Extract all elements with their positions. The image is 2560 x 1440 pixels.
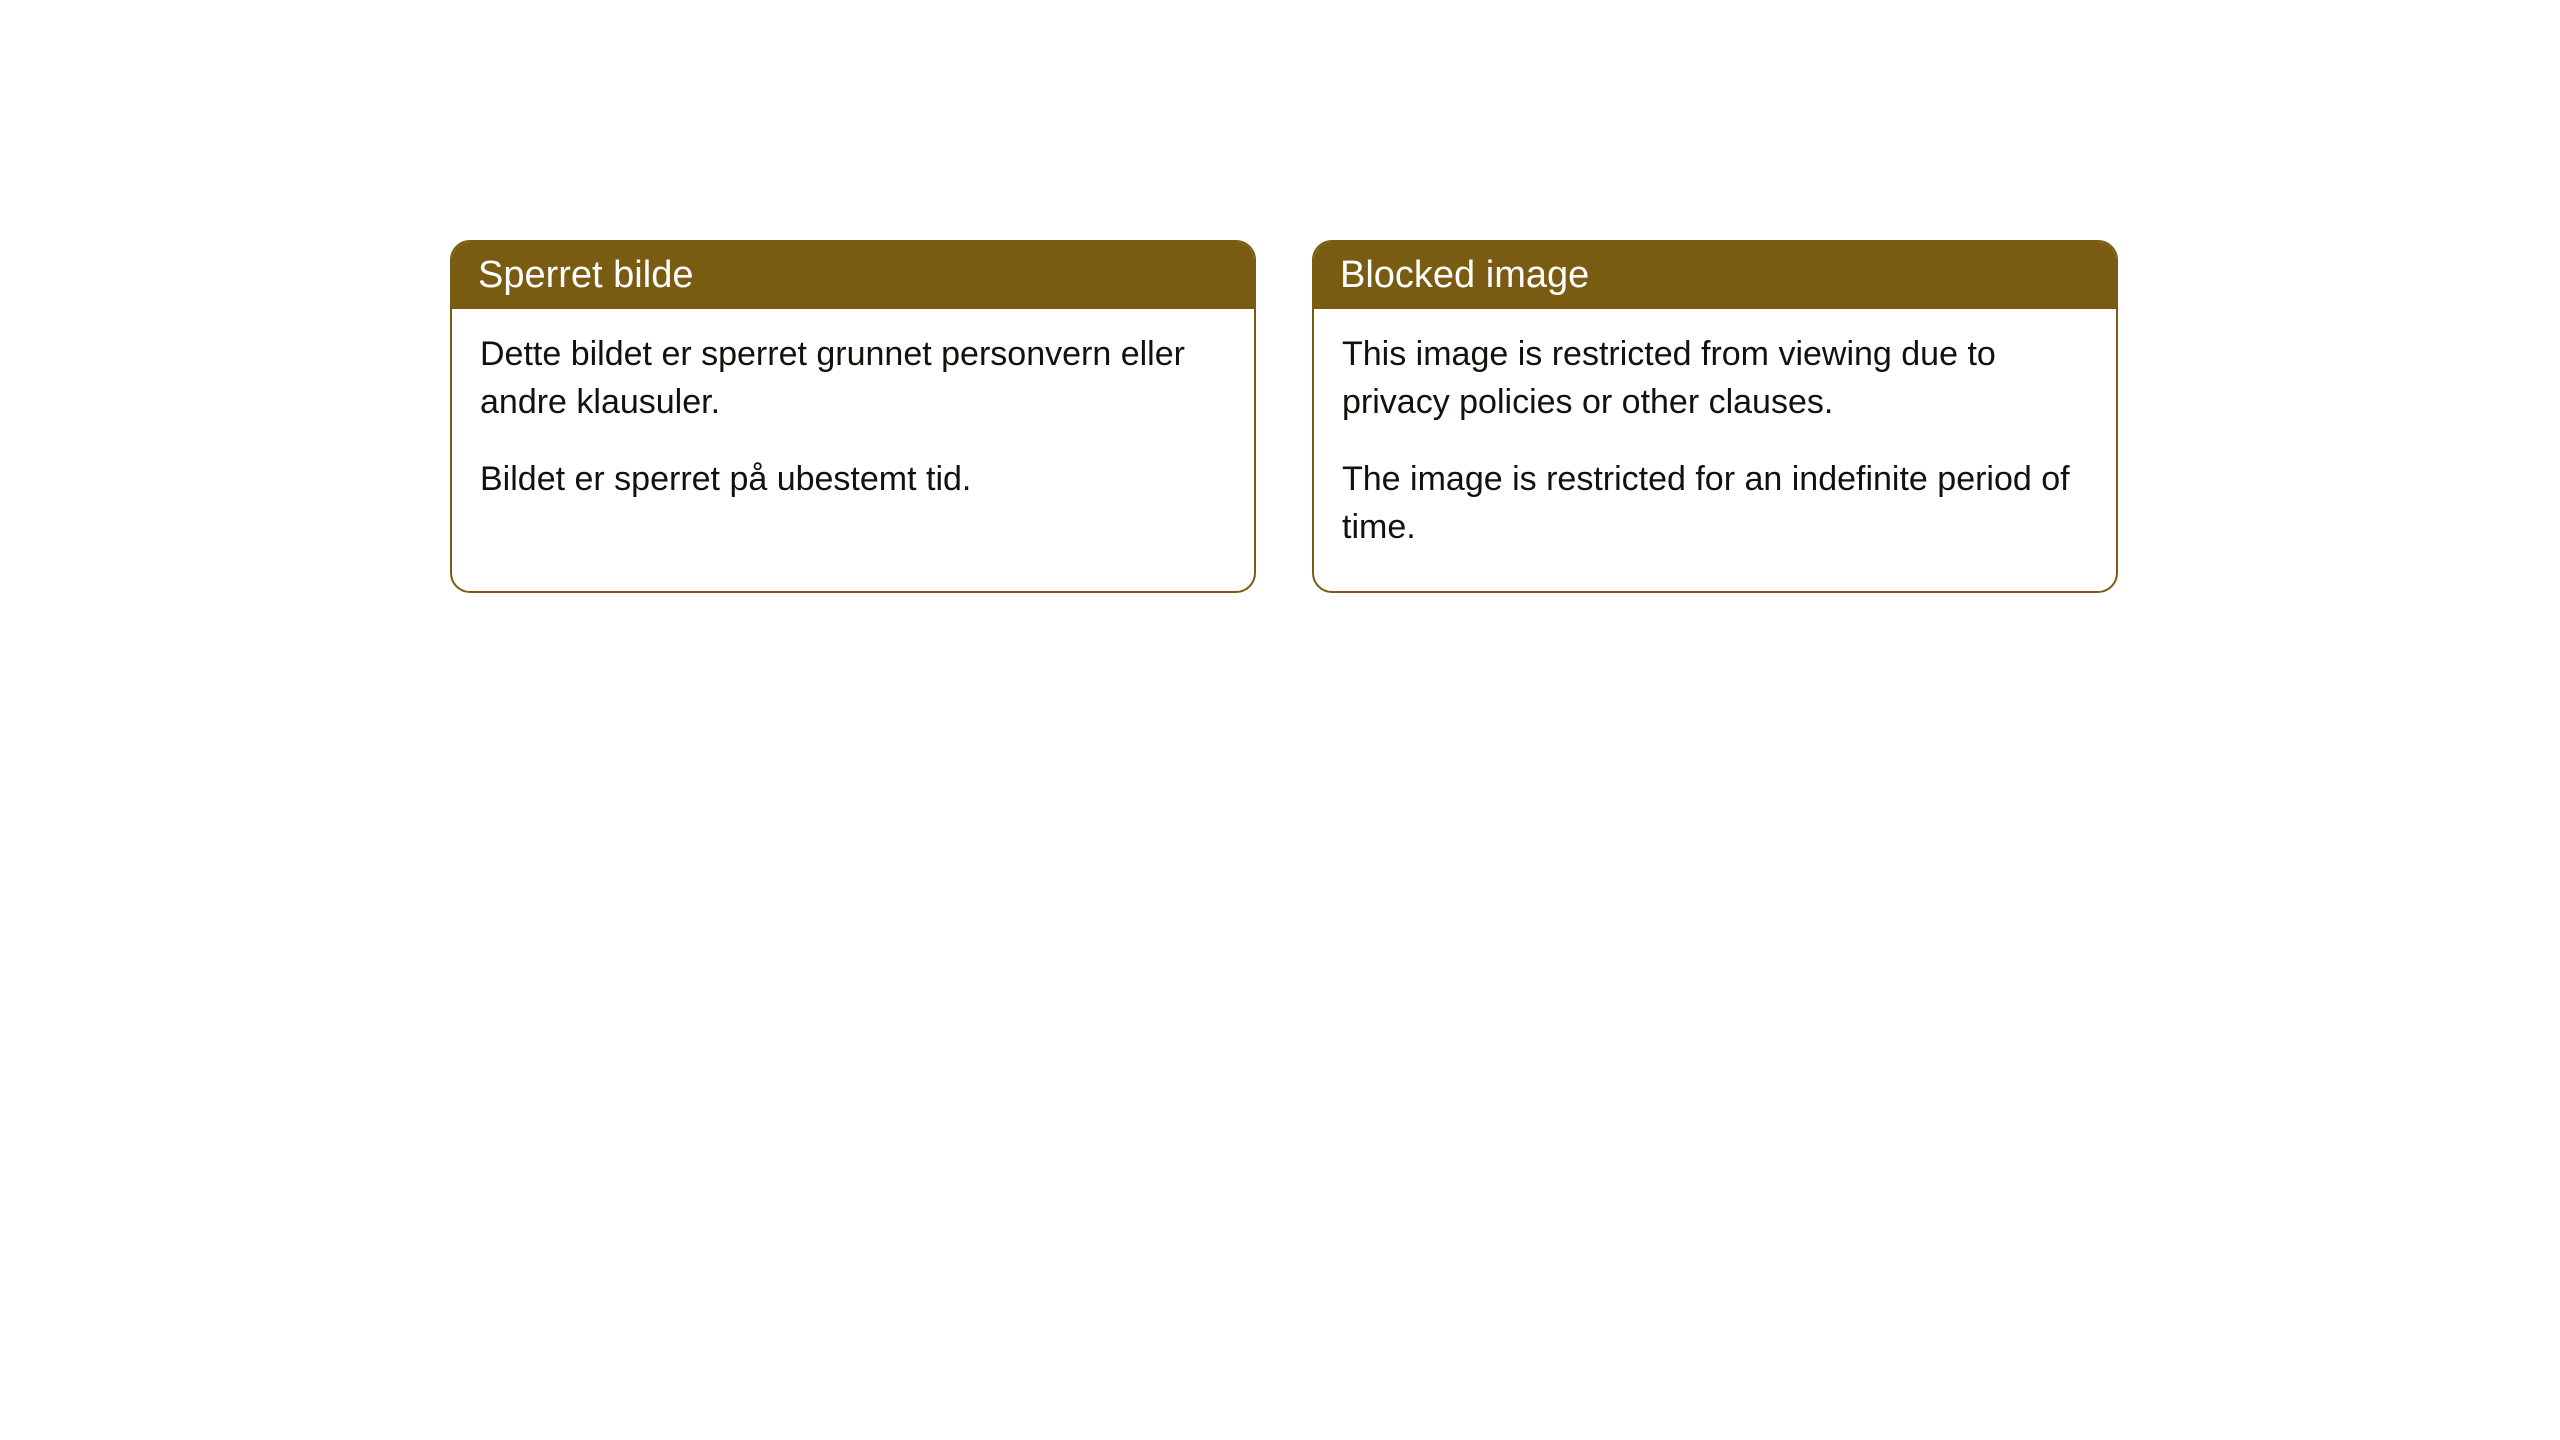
card-paragraph: The image is restricted for an indefinit… (1342, 456, 2088, 551)
card-title: Sperret bilde (478, 254, 693, 296)
card-paragraph: This image is restricted from viewing du… (1342, 331, 2088, 426)
card-header: Sperret bilde (452, 242, 1254, 309)
card-body: Dette bildet er sperret grunnet personve… (452, 309, 1254, 544)
card-header: Blocked image (1314, 242, 2116, 309)
card-paragraph: Bildet er sperret på ubestemt tid. (480, 456, 1226, 504)
notice-card-norwegian: Sperret bilde Dette bildet er sperret gr… (450, 240, 1256, 593)
card-title: Blocked image (1340, 254, 1589, 296)
card-paragraph: Dette bildet er sperret grunnet personve… (480, 331, 1226, 426)
notice-card-english: Blocked image This image is restricted f… (1312, 240, 2118, 593)
notice-cards-container: Sperret bilde Dette bildet er sperret gr… (450, 240, 2560, 593)
card-body: This image is restricted from viewing du… (1314, 309, 2116, 591)
